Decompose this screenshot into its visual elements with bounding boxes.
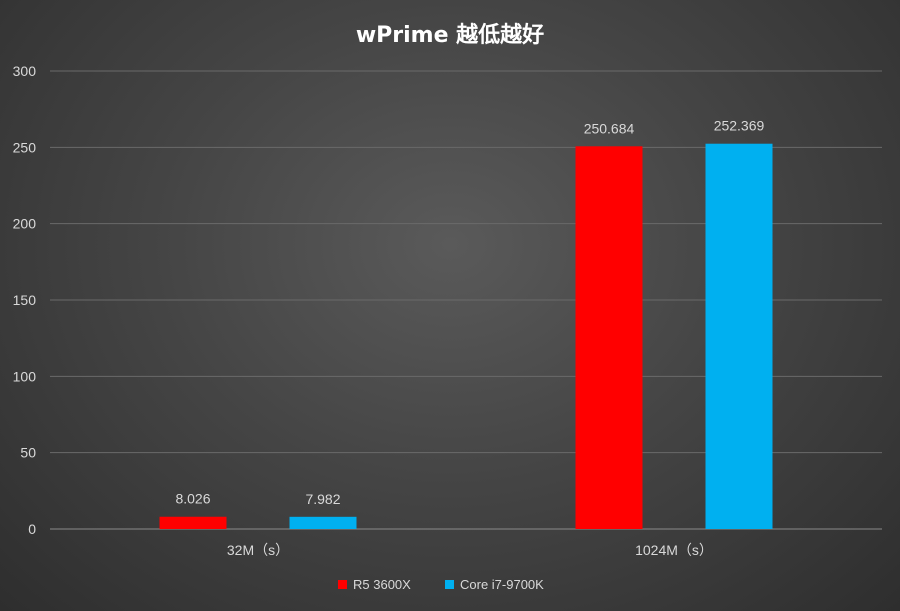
bar-core-i7-9700k: [289, 516, 357, 529]
legend-label: Core i7-9700K: [460, 577, 544, 592]
legend-swatch: [445, 580, 454, 589]
bar-core-i7-9700k: [705, 143, 773, 529]
bar-r5-3600x: [159, 516, 227, 529]
x-category-label: 32M（s）: [227, 542, 289, 558]
legend-label: R5 3600X: [353, 577, 411, 592]
data-label: 250.684: [584, 120, 635, 136]
bars: [159, 143, 773, 529]
data-label: 252.369: [714, 118, 765, 134]
y-tick-label: 0: [28, 521, 36, 537]
x-axis-categories: 32M（s） 1024M（s）: [227, 542, 713, 558]
data-label: 8.026: [175, 491, 210, 507]
data-label: 7.982: [305, 491, 340, 507]
y-axis-ticks: 0 50 100 150 200 250 300: [13, 63, 37, 537]
y-tick-label: 200: [13, 216, 37, 232]
chart-title: wPrime 越低越好: [356, 22, 544, 48]
y-tick-label: 50: [20, 445, 36, 461]
legend: R5 3600X Core i7-9700K: [338, 577, 544, 592]
bar-r5-3600x: [575, 146, 643, 529]
legend-swatch: [338, 580, 347, 589]
y-tick-label: 300: [13, 63, 37, 79]
y-tick-label: 100: [13, 368, 37, 384]
y-tick-label: 250: [13, 139, 37, 155]
x-category-label: 1024M（s）: [635, 542, 713, 558]
gridlines: [50, 70, 882, 530]
data-labels: 8.026 7.982 250.684 252.369: [175, 118, 764, 507]
y-tick-label: 150: [13, 292, 37, 308]
